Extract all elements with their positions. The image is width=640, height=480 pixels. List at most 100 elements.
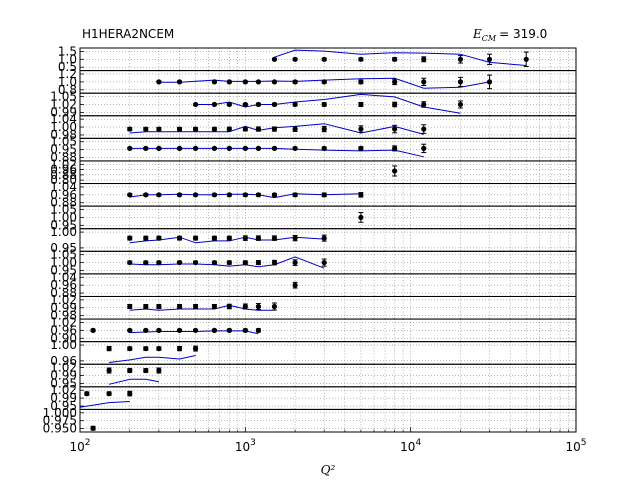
data-point	[106, 391, 112, 397]
data-point	[242, 327, 248, 333]
y-tick-label: 0.8	[58, 83, 77, 97]
data-point	[156, 192, 162, 198]
data-point	[255, 192, 262, 198]
data-point	[127, 391, 133, 397]
y-tick-label: 0.96	[50, 188, 77, 202]
panel-15: 1.020.990.95	[50, 361, 577, 390]
data-point	[292, 56, 298, 62]
data-point	[321, 79, 327, 85]
y-tick-label: 1.04	[50, 180, 77, 194]
theory-line	[195, 93, 461, 114]
data-point	[242, 259, 248, 266]
theory-line	[109, 355, 196, 363]
data-point	[127, 145, 133, 151]
data-point	[156, 303, 162, 310]
data-point	[211, 303, 218, 310]
data-point	[226, 192, 232, 198]
data-point	[457, 79, 464, 85]
data-point	[192, 303, 199, 310]
panel-5: 1.050.950.88	[50, 135, 577, 165]
y-tick-label: 0.96	[50, 163, 77, 177]
data-point	[255, 327, 262, 333]
data-point	[127, 367, 133, 374]
data-point	[242, 126, 248, 132]
data-point	[192, 145, 199, 151]
y-tick-label: 1.5	[58, 44, 77, 58]
data-point	[392, 145, 398, 151]
x-axis-label: Q²	[321, 463, 336, 477]
data-point	[192, 345, 199, 352]
data-point	[271, 259, 278, 266]
energy-value: = 319.0	[499, 27, 547, 41]
data-point	[292, 282, 298, 288]
x-tick-label: 102	[69, 438, 90, 454]
data-point	[292, 126, 298, 132]
chart-title: H1HERA2NCEM	[82, 27, 174, 41]
panel-frame	[79, 408, 577, 433]
y-tick-label: 1.00	[50, 120, 77, 134]
data-point	[358, 145, 364, 151]
theory-line	[129, 256, 325, 269]
data-point	[358, 79, 364, 85]
data-point	[106, 367, 112, 374]
data-point	[421, 79, 427, 85]
y-tick-label: 0.96	[50, 323, 77, 337]
y-tick-label: 1.2	[58, 67, 77, 81]
data-point	[421, 56, 427, 62]
data-point	[84, 391, 90, 397]
data-point	[242, 145, 248, 151]
data-point	[457, 101, 464, 108]
y-tick-label: 0.88	[50, 286, 77, 300]
data-point	[242, 235, 248, 241]
data-point	[156, 126, 162, 132]
x-tick-label: 105	[565, 438, 586, 454]
data-point	[292, 259, 298, 266]
data-point	[176, 79, 183, 85]
y-tick-label: 1.02	[50, 293, 77, 307]
data-point	[156, 79, 162, 85]
y-tick-label: 1.02	[50, 97, 77, 111]
data-point	[358, 56, 364, 62]
data-point	[226, 126, 232, 132]
data-point	[321, 145, 327, 151]
data-point	[255, 126, 262, 132]
y-tick-label: 1.04	[50, 112, 77, 126]
data-point	[211, 192, 218, 198]
y-tick-label: 0.99	[50, 391, 77, 405]
data-point	[90, 327, 96, 333]
data-point	[156, 327, 162, 333]
y-tick-label: 0.96	[50, 354, 77, 368]
data-point	[106, 345, 112, 352]
y-tick-label: 1.00	[50, 210, 77, 224]
data-point	[255, 145, 262, 151]
data-point	[176, 303, 183, 310]
data-point	[211, 126, 218, 132]
x-tick-label: 104	[400, 438, 421, 454]
data-point	[242, 79, 248, 85]
data-point	[321, 101, 327, 108]
data-point	[192, 101, 199, 108]
y-tick-label: 1.00	[50, 256, 77, 270]
data-point	[226, 79, 232, 85]
panels-group: 1.51.00.51.21.00.81.051.020.991.041.000.…	[43, 44, 577, 436]
y-tick-label: 0.88	[50, 168, 77, 182]
data-point	[292, 192, 298, 198]
data-point	[226, 327, 232, 333]
data-point	[271, 79, 278, 85]
y-tick-label: 0.99	[50, 301, 77, 315]
panel-4: 1.041.000.98	[50, 112, 577, 142]
energy-label: ECM = 319.0	[472, 27, 547, 43]
y-tick-label: 1.0	[58, 52, 77, 66]
data-point	[143, 259, 149, 266]
y-tick-label: 0.950	[43, 422, 77, 436]
data-point	[176, 235, 183, 241]
data-point	[156, 235, 162, 241]
data-point	[358, 101, 364, 108]
y-tick-label: 1.02	[50, 315, 77, 329]
data-point	[156, 259, 162, 266]
y-tick-label: 1.05	[50, 248, 77, 262]
y-tick-label: 0.98	[50, 309, 77, 323]
data-point	[292, 79, 298, 85]
data-point	[255, 79, 262, 85]
